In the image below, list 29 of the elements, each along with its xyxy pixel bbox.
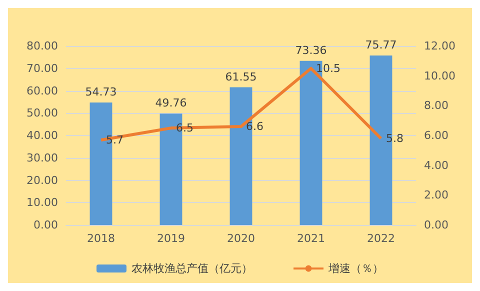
y2-tick-label: 2.00	[424, 188, 448, 202]
x-tick-label: 2022	[367, 232, 395, 245]
x-tick-label: 2021	[297, 232, 325, 245]
data-label: 6.5	[176, 122, 194, 135]
x-tick-label: 2018	[87, 232, 115, 245]
y-tick-label: 20.00	[26, 174, 58, 187]
y2-tick-label: 6.00	[424, 129, 448, 142]
y-tick-label: 50.00	[26, 106, 58, 120]
data-label: 75.77	[365, 38, 397, 52]
y-tick-label: 60.00	[26, 84, 58, 98]
y-tick-label: 30.00	[26, 151, 58, 164]
y2-tick-label: 4.00	[424, 158, 448, 172]
y-tick-label: 0.00	[34, 218, 58, 232]
y2-tick-label: 12.00	[424, 40, 456, 52]
data-label: 61.55	[225, 70, 257, 84]
legend-label: 增速（％）	[328, 262, 384, 275]
legend-label: 农林牧渔总产值（亿元）	[132, 262, 252, 275]
y-tick-label: 40.00	[26, 129, 58, 142]
x-tick-label: 2020	[227, 232, 255, 245]
y-tick-label: 80.00	[26, 40, 58, 52]
data-label: 49.76	[155, 96, 187, 110]
x-tick-label: 2019	[157, 232, 185, 245]
y2-tick-label: 0.00	[424, 218, 448, 232]
data-label: 73.36	[295, 44, 327, 57]
y2-tick-label: 8.00	[424, 99, 448, 112]
data-label: 54.73	[85, 86, 117, 99]
y2-tick-label: 10.00	[424, 69, 456, 82]
y-tick-label: 70.00	[26, 62, 58, 75]
y-tick-label: 10.00	[26, 196, 58, 210]
